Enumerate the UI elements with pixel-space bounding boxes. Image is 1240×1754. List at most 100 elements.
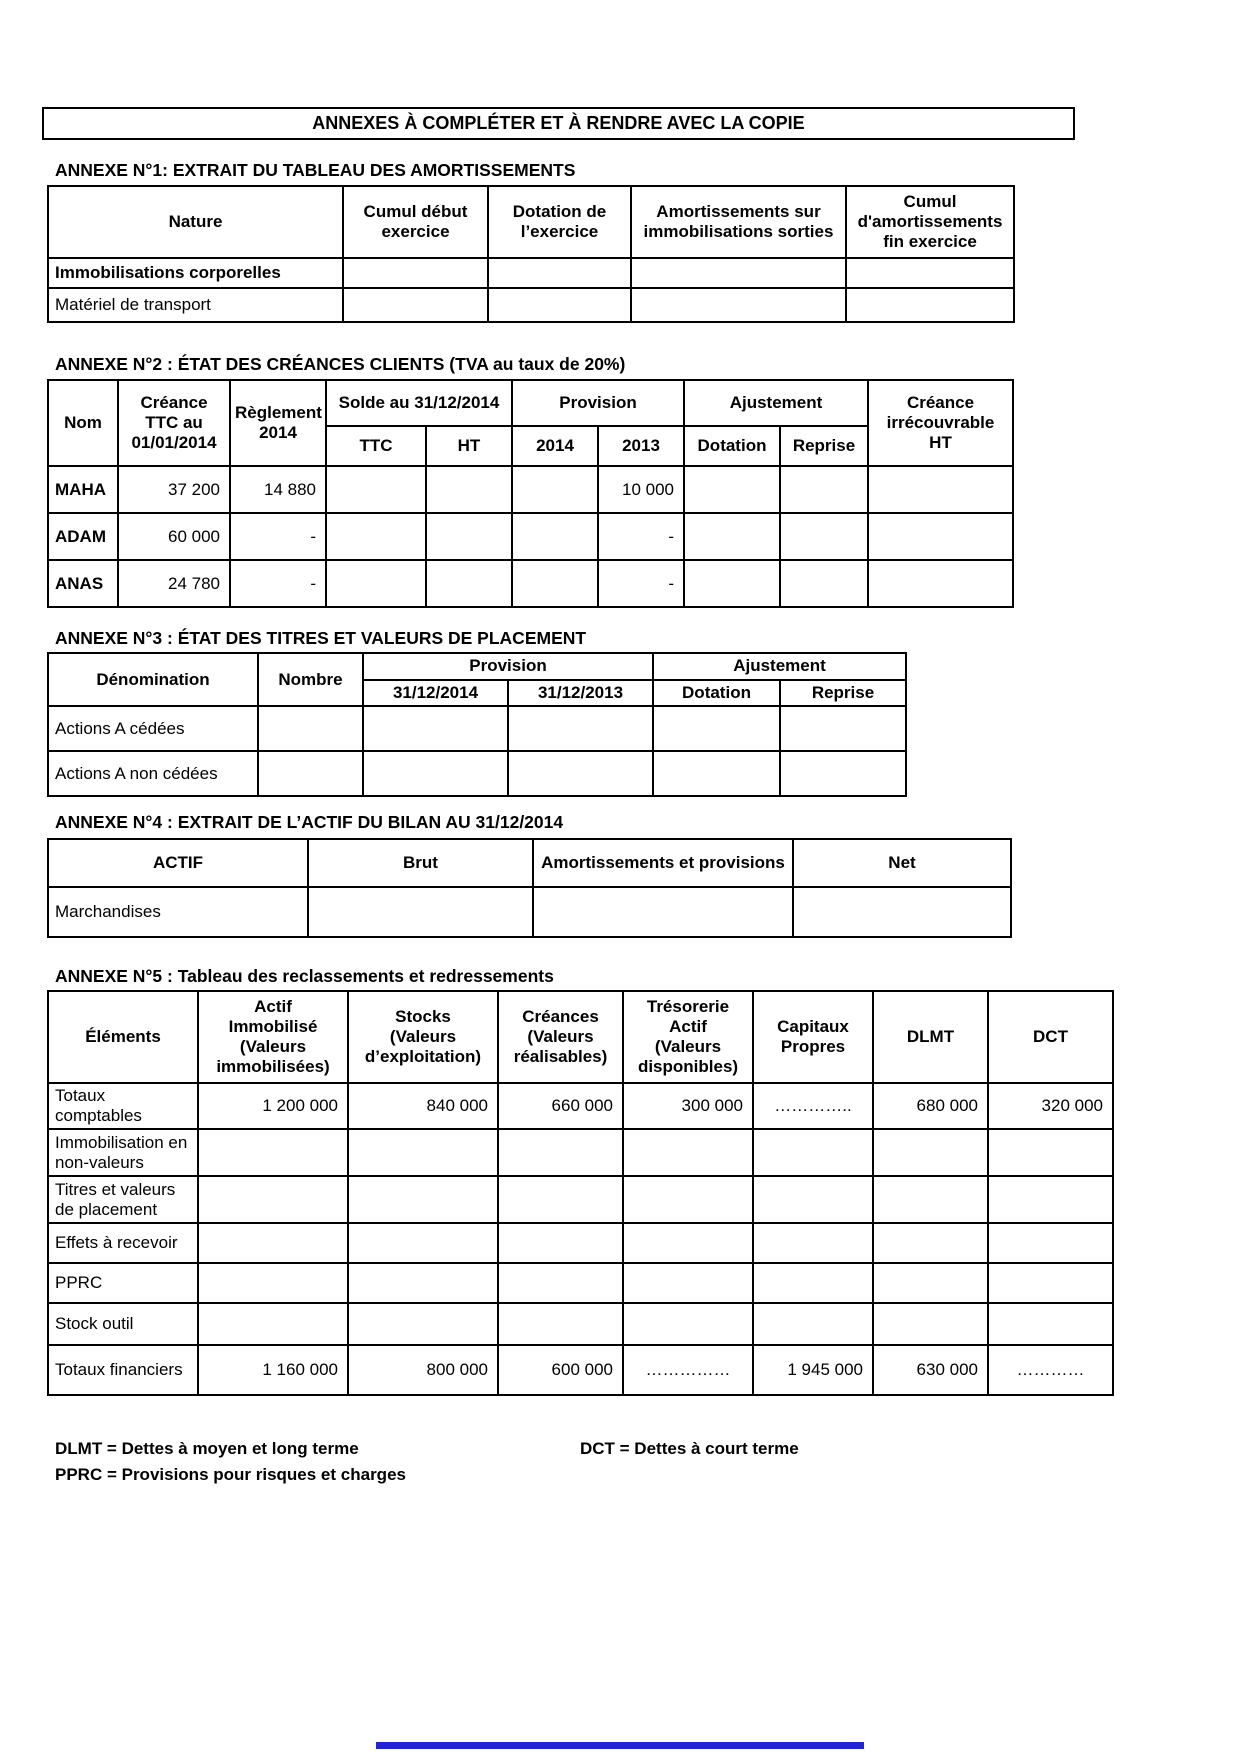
empty-cell: [347, 1175, 499, 1224]
annexe4-header-row: ACTIF Brut Amortissements et provisions …: [47, 838, 1012, 888]
empty-cell: [867, 512, 1015, 561]
empty-cell: [630, 287, 847, 323]
empty-cell: [987, 1175, 1114, 1224]
empty-cell: [872, 1175, 989, 1224]
annexe3-header-row-1: Dénomination Nombre Provision Ajustement: [47, 651, 908, 708]
col-amortissements-sorties: Amortissements sur immobilisations sorti…: [630, 185, 847, 259]
annexe3-table: Dénomination Nombre Provision Ajustement…: [47, 651, 908, 798]
client-name: ADAM: [47, 512, 119, 561]
col-ht: HT: [425, 425, 513, 467]
legend-pprc: PPRC = Provisions pour risques et charge…: [55, 1465, 406, 1485]
empty-cell: [778, 465, 870, 514]
col-tresorerie-actif: Trésorerie Actif (Valeurs disponibles): [622, 990, 754, 1084]
empty-cell: [622, 1302, 754, 1346]
annexe2-table: Nom Créance TTC au 01/01/2014 Règlement …: [47, 379, 1015, 608]
col-dotation-exercice: Dotation de l’exercice: [487, 185, 632, 259]
value-cell: 800 000: [347, 1344, 499, 1396]
empty-cell: [622, 1128, 754, 1177]
row-label-immobilisation-non-valeurs: Immobilisation en non-valeurs: [47, 1128, 199, 1177]
col-cumul-debut: Cumul début exercice: [342, 185, 489, 259]
col-cumul-fin: Cumul d'amortissements fin exercice: [845, 185, 1015, 259]
empty-cell: [867, 559, 1015, 608]
empty-cell: [487, 257, 632, 289]
col-reglement: Règlement 2014: [229, 379, 327, 467]
empty-cell: [511, 559, 599, 608]
annexe1-table: Nature Cumul début exercice Dotation de …: [47, 185, 1015, 323]
col-31-12-2013: 31/12/2013: [507, 678, 654, 708]
empty-cell: [752, 1222, 874, 1264]
banner-title: ANNEXES À COMPLÉTER ET À RENDRE AVEC LA …: [312, 113, 805, 133]
annexe4-table: ACTIF Brut Amortissements et provisions …: [47, 838, 1012, 938]
col-net: Net: [792, 838, 1012, 888]
empty-cell: [257, 705, 364, 753]
client-name: ANAS: [47, 559, 119, 608]
empty-cell: [347, 1262, 499, 1304]
annexe3-heading: ANNEXE N°3 : ÉTAT DES TITRES ET VALEURS …: [55, 628, 587, 648]
value-cell: -: [597, 559, 685, 608]
col-dotation: Dotation: [683, 425, 781, 467]
col-creance-ttc: Créance TTC au 01/01/2014: [117, 379, 231, 467]
annexe4-heading: ANNEXE N°4 : EXTRAIT DE L’ACTIF DU BILAN…: [55, 812, 564, 832]
legend-line-1: DLMT = Dettes à moyen et long terme DCT …: [55, 1436, 1115, 1462]
empty-cell: [987, 1222, 1114, 1264]
empty-cell: [347, 1222, 499, 1264]
row-label-totaux-comptables: Totaux comptables: [47, 1082, 199, 1130]
col-ttc: TTC: [325, 425, 427, 467]
row-label-totaux-financiers: Totaux financiers: [47, 1344, 199, 1396]
empty-cell: [652, 750, 781, 798]
row-label-stock-outil: Stock outil: [47, 1302, 199, 1346]
value-cell: 300 000: [622, 1082, 754, 1130]
empty-cell: [487, 287, 632, 323]
col-amortissements-provisions: Amortissements et provisions: [532, 838, 794, 888]
value-cell: 660 000: [497, 1082, 624, 1130]
empty-cell: [778, 705, 908, 753]
empty-cell: [257, 750, 364, 798]
table-row: Actions A cédées: [47, 705, 908, 753]
table-row: PPRC: [47, 1262, 1114, 1304]
empty-cell: [778, 559, 870, 608]
empty-cell: [325, 465, 427, 514]
value-cell: -: [597, 512, 685, 561]
empty-cell: [197, 1175, 349, 1224]
empty-cell: [778, 512, 870, 561]
table-row: MAHA 37 200 14 880 10 000: [47, 465, 1015, 514]
table-row: Marchandises: [47, 886, 1012, 938]
row-label-pprc: PPRC: [47, 1262, 199, 1304]
annexe5-header-row: Éléments Actif Immobilisé (Valeurs immob…: [47, 990, 1114, 1084]
empty-cell: [362, 705, 509, 753]
annexe2-heading: ANNEXE N°2 : ÉTAT DES CRÉANCES CLIENTS (…: [55, 354, 626, 374]
empty-cell: [347, 1302, 499, 1346]
row-label-effets-a-recevoir: Effets à recevoir: [47, 1222, 199, 1264]
row-label-marchandises: Marchandises: [47, 886, 309, 938]
empty-cell: [683, 559, 781, 608]
empty-cell: [507, 705, 654, 753]
value-cell: 1 160 000: [197, 1344, 349, 1396]
col-2013: 2013: [597, 425, 685, 467]
annexe5-table: Éléments Actif Immobilisé (Valeurs immob…: [47, 990, 1114, 1396]
value-cell: 630 000: [872, 1344, 989, 1396]
value-cell: 24 780: [117, 559, 231, 608]
col-reprise: Reprise: [778, 678, 908, 708]
empty-cell: [197, 1128, 349, 1177]
row-label-materiel-transport: Matériel de transport: [47, 287, 344, 323]
empty-cell: [752, 1302, 874, 1346]
empty-cell: [752, 1175, 874, 1224]
empty-cell: [497, 1262, 624, 1304]
value-cell: -: [229, 559, 327, 608]
table-row: Immobilisation en non-valeurs: [47, 1128, 1114, 1177]
legend-dlmt: DLMT = Dettes à moyen et long terme: [55, 1439, 359, 1458]
col-31-12-2014: 31/12/2014: [362, 678, 509, 708]
table-row: Totaux financiers 1 160 000 800 000 600 …: [47, 1344, 1114, 1396]
empty-cell: [342, 257, 489, 289]
annexe1-header-row: Nature Cumul début exercice Dotation de …: [47, 185, 1015, 259]
dots-cell: …………: [987, 1344, 1114, 1396]
empty-cell: [845, 257, 1015, 289]
table-row: Totaux comptables 1 200 000 840 000 660 …: [47, 1082, 1114, 1130]
empty-cell: [792, 886, 1012, 938]
empty-cell: [497, 1222, 624, 1264]
empty-cell: [197, 1302, 349, 1346]
empty-cell: [683, 465, 781, 514]
legend-dct: DCT = Dettes à court terme: [580, 1439, 799, 1458]
empty-cell: [325, 559, 427, 608]
